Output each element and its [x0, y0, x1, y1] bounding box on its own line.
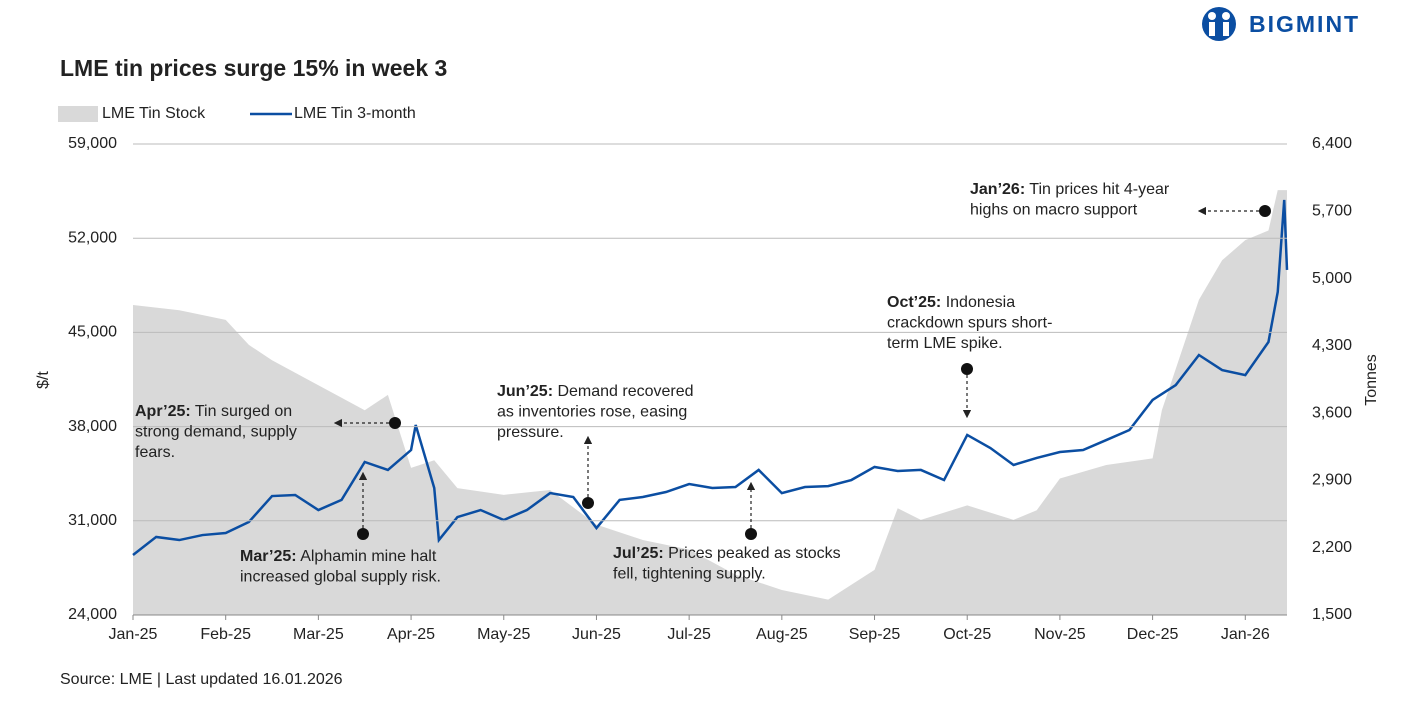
- annotation: Oct’25: Indonesia: [887, 294, 1015, 311]
- annotation: fears.: [135, 444, 175, 461]
- annotation-dot: [389, 417, 401, 429]
- chart-title: LME tin prices surge 15% in week 3: [60, 55, 447, 81]
- x-tick-label: Sep-25: [849, 626, 901, 643]
- x-tick-label: Mar-25: [293, 626, 344, 643]
- annotation: Jan’26: Tin prices hit 4-year: [970, 181, 1170, 198]
- annotation-text: strong demand, supply: [135, 424, 297, 441]
- y2-tick-label: 5,000: [1312, 270, 1352, 287]
- annotation-dot: [582, 497, 594, 509]
- annotation: crackdown spurs short-: [887, 315, 1052, 332]
- annotation-label: Oct’25:: [887, 294, 941, 311]
- annotation-text: highs on macro support: [970, 202, 1138, 219]
- annotation-dot: [745, 528, 757, 540]
- annotation-label: Jul’25:: [613, 545, 664, 562]
- annotation-dot: [357, 528, 369, 540]
- annotation-text: Alphamin mine halt: [297, 548, 437, 565]
- x-tick-label: Nov-25: [1034, 626, 1086, 643]
- annotation-label: Apr’25:: [135, 403, 191, 420]
- y2-tick-label: 3,600: [1312, 404, 1352, 421]
- annotation-text: Demand recovered: [553, 383, 694, 400]
- legend-label: LME Tin Stock: [102, 105, 206, 122]
- x-tick-label: Jan-26: [1221, 626, 1270, 643]
- annotation: as inventories rose, easing: [497, 404, 687, 421]
- annotation-label: Jun’25:: [497, 383, 553, 400]
- y2-tick-label: 4,300: [1312, 337, 1352, 354]
- y-tick-label: 24,000: [68, 606, 117, 623]
- annotation-text: Prices peaked as stocks: [664, 545, 841, 562]
- annotation-text: term LME spike.: [887, 335, 1003, 352]
- x-tick-label: May-25: [477, 626, 530, 643]
- x-tick-label: Dec-25: [1127, 626, 1179, 643]
- stock-area: [133, 190, 1287, 615]
- annotation-dot: [961, 363, 973, 375]
- annotation: term LME spike.: [887, 335, 1003, 352]
- annotation-dot: [1259, 205, 1271, 217]
- annotation: Jul’25: Prices peaked as stocks: [613, 545, 841, 562]
- x-tick-label: Feb-25: [200, 626, 251, 643]
- brand: BIGMINT: [1249, 11, 1360, 37]
- annotation-label: Jan’26:: [970, 181, 1025, 198]
- price-line: [132, 199, 1289, 556]
- y2-tick-label: 2,200: [1312, 539, 1352, 556]
- annotation: strong demand, supply: [135, 424, 297, 441]
- annotation-text: as inventories rose, easing: [497, 404, 687, 421]
- x-tick-label: Oct-25: [943, 626, 991, 643]
- y-tick-label: 59,000: [68, 135, 117, 152]
- y2-tick-label: 6,400: [1312, 135, 1352, 152]
- annotation-text: fears.: [135, 444, 175, 461]
- y-tick-label: 38,000: [68, 418, 117, 435]
- annotation-text: Indonesia: [941, 294, 1015, 311]
- annotation-text: fell, tightening supply.: [613, 566, 766, 583]
- x-tick-label: Jun-25: [572, 626, 621, 643]
- annotation-text: increased global supply risk.: [240, 569, 441, 586]
- y2-axis-title: Tonnes: [1363, 354, 1380, 406]
- annotation-text: Tin surged on: [191, 403, 292, 420]
- annotation-text: pressure.: [497, 424, 564, 441]
- y-axis-title: $/t: [35, 371, 52, 389]
- annotation: highs on macro support: [970, 202, 1138, 219]
- source: Source: LME | Last updated 16.01.2026: [60, 671, 343, 688]
- annotation-text: crackdown spurs short-: [887, 315, 1052, 332]
- y2-tick-label: 5,700: [1312, 203, 1352, 220]
- x-tick-label: Apr-25: [387, 626, 435, 643]
- annotation: Mar’25: Alphamin mine halt: [240, 548, 437, 565]
- legend-swatch: [58, 106, 98, 122]
- plot: [132, 190, 1289, 615]
- x-tick-label: Jul-25: [667, 626, 711, 643]
- annotation-text: Tin prices hit 4-year: [1025, 181, 1170, 198]
- y2-tick-label: 2,900: [1312, 472, 1352, 489]
- annotation: fell, tightening supply.: [613, 566, 766, 583]
- annotation-label: Mar’25:: [240, 548, 297, 565]
- annotation: Jun’25: Demand recovered: [497, 383, 694, 400]
- annotation: pressure.: [497, 424, 564, 441]
- y-tick-label: 45,000: [68, 324, 117, 341]
- y-tick-label: 52,000: [68, 229, 117, 246]
- y-tick-label: 31,000: [68, 512, 117, 529]
- annotation: increased global supply risk.: [240, 569, 441, 586]
- logo: BIGMINT: [1202, 7, 1360, 41]
- legend-label: LME Tin 3-month: [294, 105, 416, 122]
- x-tick-label: Jan-25: [109, 626, 158, 643]
- y2-tick-label: 1,500: [1312, 606, 1352, 623]
- annotation: Apr’25: Tin surged on: [135, 403, 292, 420]
- x-tick-label: Aug-25: [756, 626, 808, 643]
